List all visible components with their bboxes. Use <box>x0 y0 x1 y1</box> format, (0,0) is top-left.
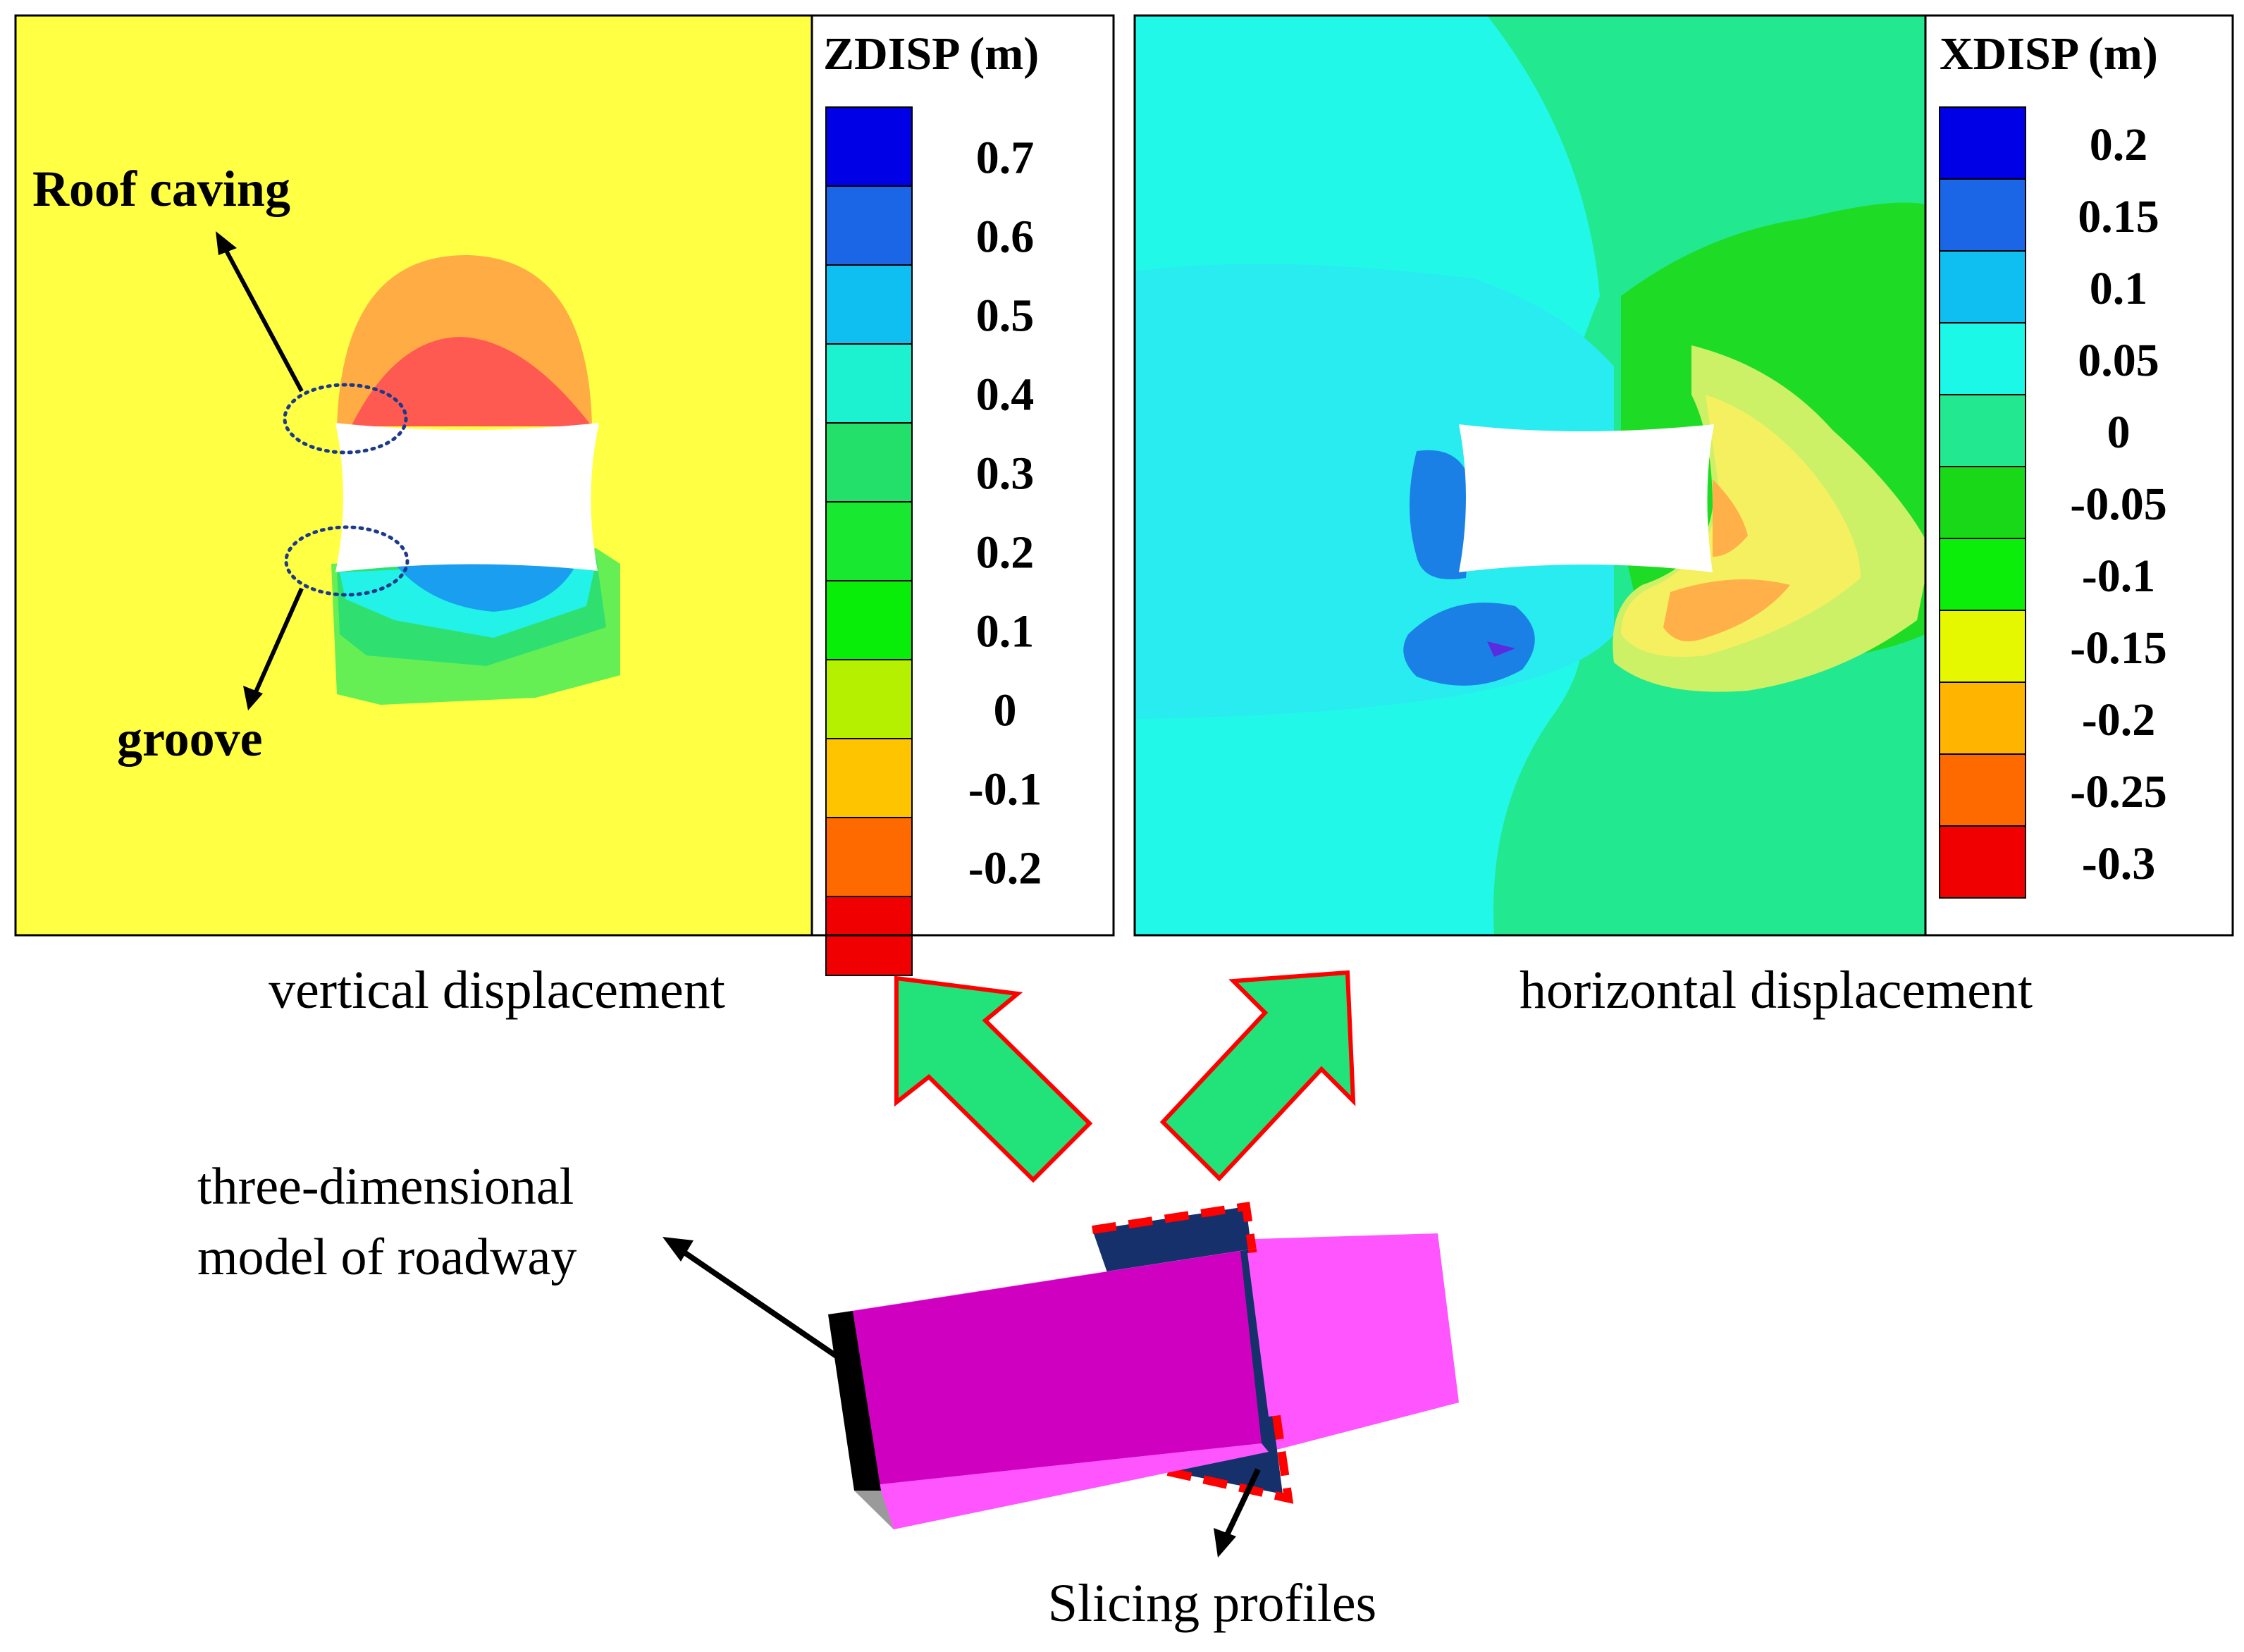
horizontal-displacement-caption: horizontal displacement <box>1519 961 2033 1020</box>
vertical-legend-swatch <box>825 580 913 660</box>
horizontal-legend-tick-label: 0.15 <box>2078 191 2159 242</box>
horizontal-contour-plot <box>1135 16 1931 935</box>
tunnel-inner-wall <box>1247 1247 1325 1417</box>
horizontal-legend-colorbar <box>1939 106 2026 899</box>
horizontal-legend-swatch <box>1939 250 2026 323</box>
vertical-legend-swatch <box>825 501 913 581</box>
groove-marker <box>284 525 409 597</box>
horizontal-displacement-panel: XDISP (m) 0.2 0.15 0.1 0.05 0 -0.05 -0.1 -0.15 -… <box>1133 14 2234 1020</box>
vertical-legend-tick-label: 0.5 <box>976 290 1035 341</box>
horizontal-legend-swatch <box>1939 394 2026 467</box>
roadway-3d-model: three-dimensional model of roadway Slici… <box>197 1158 1459 1633</box>
blue-lobe-lower <box>1403 603 1535 686</box>
tunnel-end-cap <box>828 1311 881 1491</box>
tunnel-bottom-face <box>854 1443 1269 1529</box>
horizontal-legend-tick-label: 0.1 <box>2090 263 2148 314</box>
roof-caving-arrow <box>222 245 304 393</box>
blue-lobe-left <box>1410 450 1473 579</box>
horizontal-legend-ticks: 0.2 0.15 0.1 0.05 0 -0.05 -0.1 -0.15 -0.2 -0.25 -0… <box>2070 119 2166 889</box>
vertical-legend-tick-label: 0.2 <box>976 526 1035 578</box>
roof-caving-arrowhead <box>216 231 237 255</box>
horizontal-legend-tick-label: -0.15 <box>2070 622 2166 674</box>
slicing-profiles-label: Slicing profiles <box>1048 1574 1377 1633</box>
vertical-legend-tick-label: 0.7 <box>976 132 1035 183</box>
arrow-to-horizontal-panel <box>1159 970 1356 1182</box>
horizontal-legend-swatch <box>1939 753 2026 827</box>
groove-label: groove <box>117 710 263 767</box>
tunnel-top-edge <box>828 1247 1262 1314</box>
horizontal-legend-swatch <box>1939 106 2026 180</box>
vertical-panel-frame <box>14 14 1115 937</box>
vertical-legend-tick-label: 0.4 <box>976 369 1035 420</box>
horizontal-legend-tick-label: -0.05 <box>2070 479 2166 530</box>
horizontal-legend-tick-label: 0.2 <box>2090 119 2148 171</box>
arrow-to-vertical-panel <box>894 975 1093 1183</box>
roof-zone-inner <box>351 337 592 426</box>
vertical-legend-colorbar <box>825 106 913 976</box>
orange-wing <box>1663 579 1790 641</box>
tunnel-end-shadow <box>854 1491 894 1529</box>
horizontal-legend-swatch <box>1939 610 2026 683</box>
groove-arrowhead <box>243 686 263 710</box>
vertical-legend-swatch <box>825 264 913 345</box>
horizontal-roadway-opening <box>1459 424 1714 572</box>
horizontal-legend-tick-label: -0.2 <box>2082 694 2155 746</box>
roof-caving-label: Roof caving <box>32 161 290 217</box>
horizontal-legend-swatch <box>1939 538 2026 611</box>
floor-zone-blue <box>395 561 578 612</box>
vertical-legend-swatch <box>825 817 913 897</box>
model-label-arrow <box>680 1248 839 1360</box>
vertical-legend-swatch <box>825 343 913 424</box>
tunnel-front-face <box>853 1251 1262 1494</box>
vertical-displacement-panel: Roof caving groove ZDISP (m) 0.70.60.50.… <box>14 14 1115 1020</box>
vertical-legend-swatch <box>825 422 913 503</box>
horizontal-legend-swatch <box>1939 322 2026 395</box>
horizontal-panel-frame <box>1133 14 2234 937</box>
horizontal-legend-tick-label: -0.3 <box>2082 838 2155 889</box>
model-label-line1: three-dimensional <box>197 1158 574 1216</box>
vertical-roadway-opening <box>335 423 599 572</box>
horizontal-legend-swatch <box>1939 825 2026 899</box>
vertical-legend-title: ZDISP (m) <box>823 28 1039 80</box>
vertical-contour-plot: Roof caving groove <box>32 161 620 767</box>
groove-arrow <box>253 587 304 695</box>
horizontal-legend-tick-label: -0.1 <box>2082 550 2155 602</box>
orange-patch <box>1713 479 1748 557</box>
vertical-legend-swatch <box>825 738 913 818</box>
horizontal-legend-tick-label: 0.05 <box>2078 335 2159 386</box>
vertical-legend-tick-label: 0 <box>994 684 1017 736</box>
vertical-legend-tick-label: 0.3 <box>976 448 1035 499</box>
vertical-legend-swatch <box>825 185 913 266</box>
vertical-legend-tick-label: -0.2 <box>968 842 1042 894</box>
vertical-legend-swatch <box>825 659 913 739</box>
horizontal-legend-tick-label: 0 <box>2107 407 2131 458</box>
horizontal-legend-tick-label: -0.25 <box>2070 766 2166 818</box>
vertical-legend-tick-label: -0.1 <box>968 763 1042 815</box>
vertical-displacement-caption: vertical displacement <box>269 961 725 1020</box>
horizontal-legend-swatch <box>1939 682 2026 755</box>
vertical-legend-tick-label: 0.6 <box>976 211 1035 262</box>
horizontal-legend-swatch <box>1939 466 2026 539</box>
vertical-legend-swatch <box>825 106 913 187</box>
vertical-legend-tick-label: 0.1 <box>976 605 1035 657</box>
roof-caving-marker <box>283 383 408 455</box>
slicing-label-arrowhead <box>1214 1528 1236 1558</box>
model-label-line2: model of roadway <box>197 1228 577 1286</box>
model-label-arrowhead <box>662 1237 693 1262</box>
horizontal-legend-title: XDISP (m) <box>1940 28 2158 80</box>
horizontal-legend-swatch <box>1939 178 2026 252</box>
projection-arrows <box>894 970 1356 1183</box>
vertical-legend-ticks: 0.7 0.6 0.5 0.4 0.3 0.2 0.1 0 -0.1 -0.2 <box>968 132 1042 894</box>
purple-spot <box>1487 641 1515 657</box>
slicing-label-arrow <box>1223 1468 1261 1538</box>
